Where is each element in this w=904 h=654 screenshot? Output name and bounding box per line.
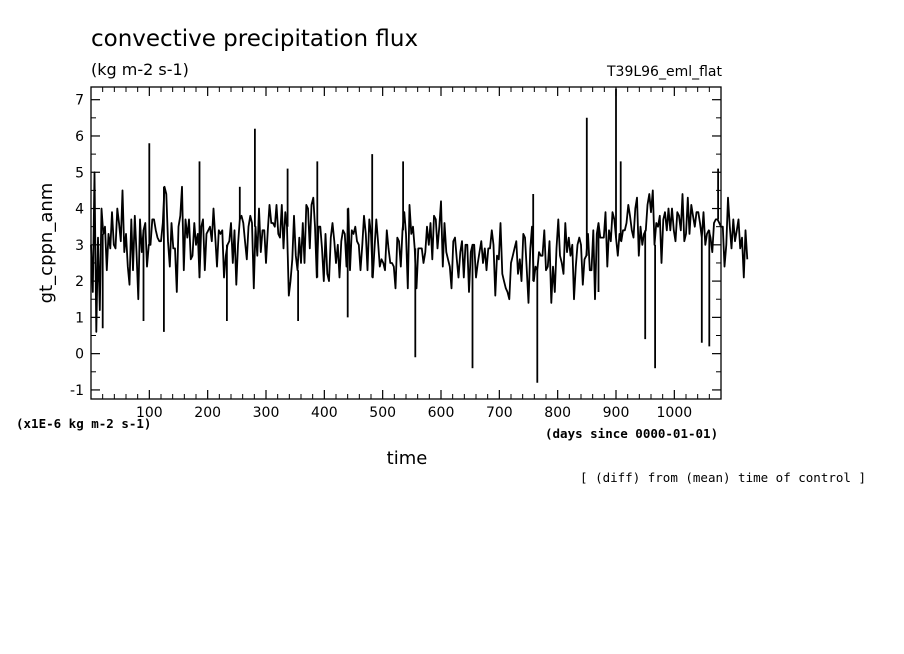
x-tick-label: 400 — [311, 405, 338, 421]
y-axis-label: gt_cppn_anm — [36, 183, 57, 304]
x-tick-label: 800 — [544, 405, 571, 421]
y-tick-label: -1 — [70, 383, 84, 399]
plot-series — [90, 88, 749, 383]
chart-title: convective precipitation flux — [91, 26, 418, 52]
y-tick-label: 7 — [75, 93, 84, 109]
y-tick-label: 4 — [75, 202, 84, 218]
x-tick-label: 200 — [194, 405, 221, 421]
x-tick-label: 100 — [136, 405, 163, 421]
x-tick-label: 1000 — [657, 405, 693, 421]
y-scale-note: (x1E-6 kg m-2 s-1) — [16, 416, 151, 431]
chart-units: (kg m-2 s-1) — [91, 60, 189, 79]
footnote: [ (diff) from (mean) time of control ] — [580, 470, 866, 485]
y-tick-label: 1 — [75, 310, 84, 326]
x-unit-note: (days since 0000-01-01) — [545, 426, 718, 441]
x-tick-label: 600 — [428, 405, 455, 421]
x-tick-label: 900 — [603, 405, 630, 421]
x-tick-label: 300 — [253, 405, 280, 421]
run-label: T39L96_eml_flat — [606, 64, 723, 80]
x-axis: 100 200 300 400 500 600 700 800 900 1000 — [102, 87, 710, 421]
y-tick-label: 3 — [75, 238, 84, 254]
x-axis-label: time — [387, 448, 428, 469]
y-tick-label: 6 — [75, 129, 84, 145]
x-tick-label: 500 — [369, 405, 396, 421]
y-tick-label: 5 — [75, 165, 84, 181]
y-tick-label: 2 — [75, 274, 84, 290]
y-tick-label: 0 — [75, 347, 84, 363]
y-axis: -1 0 1 2 3 4 5 6 7 — [70, 93, 721, 399]
x-tick-label: 700 — [486, 405, 513, 421]
